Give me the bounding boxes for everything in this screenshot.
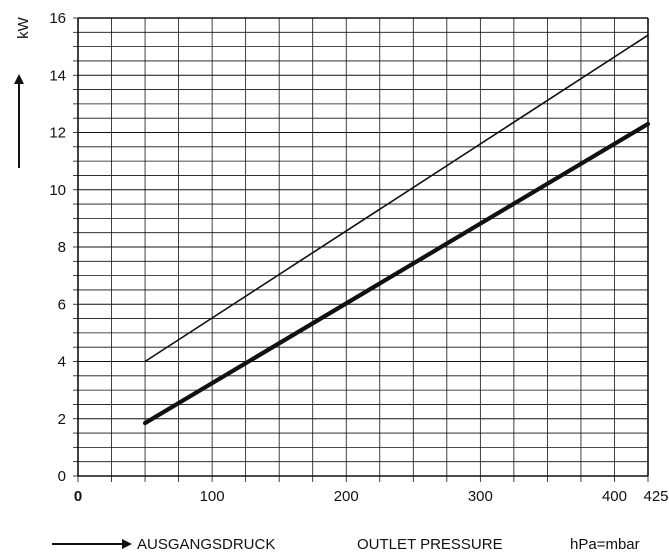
series-line-thick [142, 121, 651, 426]
y-tick-label: 16 [49, 10, 66, 27]
x-tick-labels: 0 100 200 300 400 425 [74, 488, 669, 505]
x-tick-label: 300 [468, 488, 493, 505]
x-tick-label: 100 [200, 488, 225, 505]
series-line-thin [144, 34, 649, 363]
y-tick-label: 6 [58, 296, 66, 313]
y-tick-label: 14 [49, 67, 66, 84]
y-tick-label: 8 [58, 239, 66, 256]
x-axis-unit: hPa=mbar [570, 536, 640, 553]
y-tick-label: 12 [49, 125, 66, 142]
y-tick-label: 0 [58, 468, 66, 485]
x-tick-label: 400 [602, 488, 627, 505]
series-lines [142, 34, 651, 426]
x-axis-label-en: OUTLET PRESSURE [357, 536, 503, 553]
y-tick-label: 10 [49, 182, 66, 199]
y-tick-label: 2 [58, 411, 66, 428]
x-tick-label: 425 [643, 488, 668, 505]
y-tick-label: 4 [58, 354, 66, 371]
x-tick-label: 200 [334, 488, 359, 505]
grid [73, 17, 649, 482]
x-axis-label-de: AUSGANGSDRUCK [137, 536, 275, 553]
x-tick-label: 0 [74, 488, 82, 505]
y-axis-label: kW [15, 16, 32, 39]
y-tick-labels: 0 2 4 6 8 10 12 14 16 [49, 10, 66, 485]
